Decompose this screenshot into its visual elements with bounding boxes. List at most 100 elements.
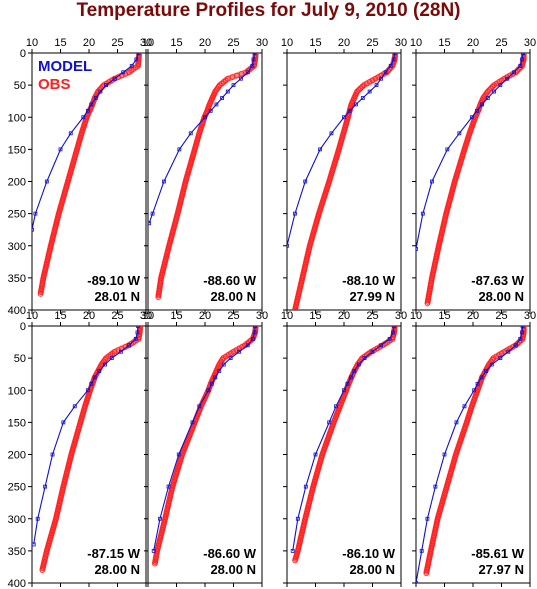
panel-6: 10 15 20 25 30 -86.60 W28.00 N bbox=[142, 310, 268, 587]
model-point bbox=[475, 381, 480, 386]
y-tick-label: 250 bbox=[8, 482, 26, 494]
panel-lat-label: 28.00 N bbox=[210, 289, 256, 304]
obs-point bbox=[507, 72, 513, 79]
model-point bbox=[345, 381, 350, 386]
model-point bbox=[348, 375, 353, 380]
y-tick-label: 200 bbox=[8, 177, 26, 189]
obs-line bbox=[292, 326, 398, 562]
panel-lat-label: 28.00 N bbox=[478, 289, 524, 304]
y-tick-label: 100 bbox=[8, 385, 26, 397]
chart-title: Temperature Profiles for July 9, 2010 (2… bbox=[76, 0, 461, 21]
model-point bbox=[237, 349, 242, 354]
model-point bbox=[136, 53, 141, 55]
obs-point bbox=[236, 345, 242, 352]
model-point bbox=[388, 63, 393, 68]
model-point bbox=[334, 404, 338, 409]
model-point bbox=[214, 102, 219, 107]
x-tick-label: 30 bbox=[524, 37, 536, 49]
panel-2: 10 15 20 25 30 -88.60 W28.00 N bbox=[142, 37, 268, 314]
model-point bbox=[135, 330, 140, 335]
model-point bbox=[150, 211, 155, 216]
model-point bbox=[419, 548, 424, 553]
panel-lon-label: -87.15 W bbox=[87, 546, 140, 561]
x-tick-label: 25 bbox=[227, 310, 239, 322]
model-point bbox=[425, 516, 430, 521]
model-point bbox=[93, 96, 98, 100]
panel-series bbox=[151, 326, 259, 567]
x-tick-label: 15 bbox=[309, 310, 321, 322]
model-point bbox=[177, 147, 182, 152]
panel-lon-label: -88.10 W bbox=[342, 273, 395, 288]
model-point bbox=[252, 330, 257, 335]
model-point bbox=[354, 102, 358, 107]
model-point bbox=[250, 63, 255, 68]
x-tick-label: 30 bbox=[395, 310, 407, 322]
model-point bbox=[379, 76, 383, 81]
model-point bbox=[133, 336, 138, 341]
x-tick-label: 10 bbox=[281, 310, 293, 322]
model-point bbox=[462, 404, 467, 409]
obs-line bbox=[423, 326, 527, 574]
model-point bbox=[303, 179, 308, 184]
obs-point bbox=[513, 342, 519, 349]
model-line bbox=[148, 53, 256, 224]
panel-lat-label: 28.00 N bbox=[94, 562, 140, 577]
model-point bbox=[469, 115, 474, 120]
y-tick-label: 350 bbox=[8, 273, 26, 285]
x-tick-label: 20 bbox=[83, 37, 95, 49]
model-point bbox=[61, 420, 66, 425]
x-tick-label: 25 bbox=[111, 310, 123, 322]
y-tick-label: 400 bbox=[8, 578, 26, 589]
panel-series bbox=[32, 53, 143, 297]
model-point bbox=[374, 83, 379, 88]
obs-line bbox=[151, 326, 259, 565]
model-point bbox=[360, 96, 365, 100]
obs-point bbox=[155, 294, 162, 300]
model-point bbox=[313, 452, 318, 457]
model-point bbox=[392, 53, 397, 55]
model-point bbox=[197, 404, 202, 409]
model-point bbox=[119, 349, 123, 354]
x-tick-label: 20 bbox=[199, 37, 211, 49]
y-tick-label: 300 bbox=[8, 514, 26, 526]
model-point bbox=[220, 96, 225, 100]
obs-point bbox=[369, 77, 376, 84]
model-point bbox=[520, 330, 524, 335]
model-point bbox=[121, 70, 126, 75]
model-point bbox=[32, 542, 36, 547]
x-tick-label: 15 bbox=[309, 37, 321, 49]
model-point bbox=[109, 356, 114, 361]
y-tick-label: 200 bbox=[8, 450, 26, 462]
model-point bbox=[98, 89, 103, 94]
model-line bbox=[416, 53, 524, 250]
model-point bbox=[513, 343, 518, 348]
panel-lat-label: 27.99 N bbox=[349, 289, 395, 304]
model-point bbox=[379, 343, 383, 348]
x-tick-label: 30 bbox=[256, 37, 268, 49]
obs-line bbox=[292, 53, 399, 310]
model-point bbox=[251, 57, 256, 62]
model-point bbox=[475, 108, 479, 113]
obs-point bbox=[361, 82, 367, 88]
model-point bbox=[479, 375, 484, 380]
model-point bbox=[445, 147, 450, 152]
model-point bbox=[457, 131, 462, 136]
model-point bbox=[253, 326, 258, 328]
model-point bbox=[50, 452, 55, 457]
panel-5: 10 15 20 25 30050100150200250300350400-87.15… bbox=[8, 310, 152, 589]
panel-lat-label: 28.00 N bbox=[349, 562, 395, 577]
model-point bbox=[420, 211, 425, 216]
model-point bbox=[250, 336, 255, 341]
model-point bbox=[89, 102, 94, 107]
model-point bbox=[430, 179, 434, 184]
model-point bbox=[151, 548, 156, 553]
x-tick-label: 15 bbox=[54, 37, 66, 49]
x-tick-label: 20 bbox=[199, 310, 211, 322]
obs-point bbox=[366, 79, 373, 85]
model-point bbox=[498, 83, 503, 88]
model-point bbox=[454, 420, 459, 425]
model-point bbox=[208, 108, 213, 113]
panel-lon-label: -85.61 W bbox=[471, 546, 524, 561]
model-point bbox=[231, 83, 236, 88]
model-point bbox=[484, 369, 489, 373]
